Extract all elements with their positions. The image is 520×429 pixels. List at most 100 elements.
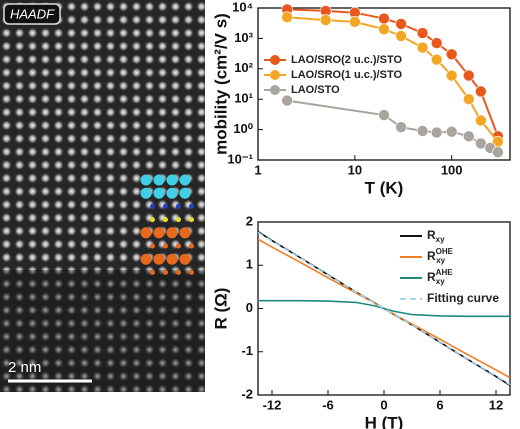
atom-dot	[140, 227, 152, 239]
data-point	[475, 114, 487, 127]
atom-dot	[163, 217, 168, 223]
atom-dot	[189, 217, 194, 223]
data-point	[492, 146, 504, 159]
legend-label: RAHE xy	[427, 268, 453, 286]
atom-dot	[189, 203, 194, 209]
atom-dot	[153, 174, 165, 186]
series-line	[287, 99, 499, 154]
y-tick-label: -2	[241, 386, 253, 401]
data-point	[445, 48, 458, 61]
atom-dot	[176, 203, 181, 209]
legend-label: ROHE xy	[427, 247, 454, 265]
haadf-image: HAADF 2 nm	[0, 0, 205, 392]
data-point	[349, 16, 361, 28]
x-axis-label: T (K)	[365, 178, 404, 197]
y-tick-label: 10⁻¹	[227, 151, 253, 166]
atom-dot	[189, 243, 194, 249]
x-tick-label: 6	[436, 397, 443, 412]
data-point	[475, 85, 487, 98]
legend-sup: AHE	[436, 268, 454, 277]
legend-name: R	[427, 249, 436, 263]
data-point	[416, 125, 429, 137]
atom-dot	[150, 217, 155, 223]
x-tick-label: -12	[263, 397, 282, 412]
atom-dot	[153, 187, 165, 199]
data-point	[416, 27, 429, 39]
legend-sup: OHE	[436, 247, 454, 256]
data-point	[445, 69, 458, 82]
atom-dot	[179, 227, 191, 239]
y-tick-label: 10⁰	[233, 121, 253, 136]
atom-dot	[163, 203, 168, 209]
data-point	[395, 18, 407, 30]
x-tick-label: 12	[489, 397, 503, 412]
y-axis-label: R (Ω)	[211, 288, 230, 330]
y-tick-label: -1	[241, 343, 253, 358]
x-tick-label: -6	[322, 397, 334, 412]
x-tick-label: 10	[348, 162, 362, 177]
legend-name: R	[427, 270, 436, 284]
x-tick-label: 0	[380, 397, 387, 412]
y-tick-label: 10¹	[234, 91, 253, 106]
atom-dot	[163, 243, 168, 249]
atom-dot	[166, 187, 178, 199]
data-point	[378, 109, 390, 121]
atom-dot	[163, 269, 168, 275]
y-tick-label: 10⁴	[232, 0, 253, 14]
data-point	[462, 93, 475, 105]
data-point	[430, 37, 443, 49]
legend-marker	[270, 85, 280, 95]
y-tick-label: 10³	[234, 30, 253, 45]
legend-label: LAO/STO	[291, 84, 340, 96]
data-point	[319, 14, 332, 26]
data-point	[281, 94, 293, 107]
data-point	[378, 23, 390, 36]
legend-label: Fitting curve	[427, 291, 499, 305]
y-tick-label: 0	[246, 300, 253, 315]
atom-dot	[176, 217, 181, 223]
data-point	[430, 126, 443, 139]
data-point	[378, 12, 390, 25]
atom-dot	[140, 174, 152, 186]
legend-name: LAO/STO	[291, 84, 340, 96]
legend-label: Rxy	[427, 228, 445, 244]
atom-dot	[179, 187, 191, 199]
legend-label: LAO/SRO(2 u.c.)/STO	[291, 54, 402, 66]
y-tick-label: 2	[246, 213, 253, 228]
atom-dot	[166, 253, 178, 265]
data-point	[395, 121, 407, 133]
atom-dot	[150, 243, 155, 249]
atom-dot	[150, 203, 155, 209]
atom-dot	[179, 174, 191, 186]
atom-dot	[153, 253, 165, 265]
x-axis-label: H (T)	[365, 413, 404, 429]
data-point	[416, 41, 429, 54]
legend-sub: xy	[436, 256, 445, 265]
legend-name: LAO/SRO(2 u.c.)/STO	[291, 54, 402, 66]
scale-bar-label: 2 nm	[8, 359, 41, 376]
y-tick-label: 10²	[234, 60, 253, 75]
data-point	[395, 30, 407, 42]
atom-dot	[166, 174, 178, 186]
series-line	[258, 299, 510, 318]
legend-sub: xy	[436, 277, 445, 286]
legend-label: LAO/SRO(1 u.c.)/STO	[291, 69, 402, 81]
plot-frame	[257, 7, 511, 161]
data-point	[462, 130, 475, 143]
legend-sub: xy	[436, 235, 445, 244]
atom-overlay	[140, 174, 194, 275]
y-axis-label: mobility (cm²/V s)	[211, 13, 230, 155]
image-label: HAADF	[10, 6, 55, 21]
legend-name: R	[427, 228, 436, 242]
data-point	[430, 53, 443, 66]
series-line	[257, 231, 511, 386]
atom-dot	[166, 227, 178, 239]
legend-marker	[270, 70, 280, 80]
atom-dot	[140, 253, 152, 265]
legend-name: Fitting curve	[427, 291, 499, 305]
y-tick-label: 1	[246, 257, 253, 272]
atom-dot	[153, 227, 165, 239]
atom-dot	[179, 253, 191, 265]
atom-dot	[189, 269, 194, 275]
